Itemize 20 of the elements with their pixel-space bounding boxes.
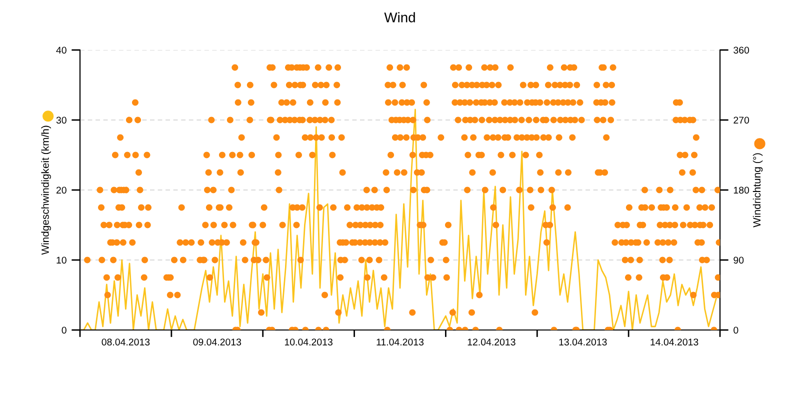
x-tick-label: 12.04.2013 [468, 338, 516, 346]
x-tick-label: 10.04.2013 [284, 338, 332, 346]
y2-tick-label: 180 [734, 186, 750, 194]
x-tick-label: 09.04.2013 [193, 338, 242, 346]
y-tick-label: 10 [56, 256, 66, 264]
y2-tick-label: 270 [734, 116, 750, 124]
y2-axis-title: Windrichtung (°) [752, 153, 763, 228]
x-tick-label: 11.04.2013 [376, 338, 424, 346]
y-tick-label: 20 [56, 186, 66, 194]
x-tick-label: 14.04.2013 [650, 338, 698, 346]
y2-tick-label: 360 [734, 46, 750, 54]
y-tick-label: 30 [56, 116, 66, 124]
y2-tick-label: 90 [734, 256, 744, 264]
y-tick-label: 0 [62, 326, 66, 334]
y-axis-title: Windgeschwindigkeit (km/h) [41, 126, 51, 255]
x-tick-label: 08.04.2013 [102, 338, 150, 346]
y2-tick-label: 0 [734, 326, 738, 334]
y-tick-label: 40 [56, 46, 66, 54]
chart-title: Wind [384, 12, 415, 22]
x-tick-label: 13.04.2013 [559, 338, 607, 346]
